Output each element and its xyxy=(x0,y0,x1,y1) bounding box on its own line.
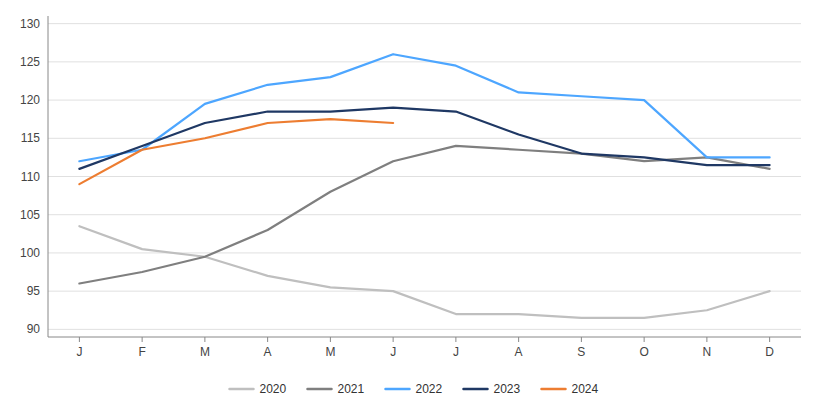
legend-label: 2021 xyxy=(338,382,365,396)
grid-line xyxy=(48,329,801,330)
legend-label: 2020 xyxy=(260,382,287,396)
series-line xyxy=(79,108,769,169)
x-tick-label: J xyxy=(390,345,396,359)
lines xyxy=(79,54,769,318)
legend-swatch xyxy=(386,388,410,391)
x-tick xyxy=(142,337,143,342)
x-tick xyxy=(393,337,394,342)
y-tick-label: 130 xyxy=(20,17,40,31)
grid-line xyxy=(48,214,801,215)
x-tick xyxy=(204,337,205,342)
x-tick xyxy=(267,337,268,342)
series-line xyxy=(79,119,393,184)
x-tick-label: S xyxy=(577,345,585,359)
legend-swatch xyxy=(230,388,254,391)
y-tick-label: 105 xyxy=(20,208,40,222)
legend-label: 2022 xyxy=(416,382,443,396)
y-tick-label: 95 xyxy=(27,284,41,298)
y-tick-label: 100 xyxy=(20,246,40,260)
chart: 90 95 100 105 110 115 120 125 130 J F M A M J J A S O N D 202… xyxy=(0,0,819,411)
grid-line xyxy=(48,61,801,62)
legend-label: 2023 xyxy=(494,382,521,396)
x-tick-label: M xyxy=(200,345,210,359)
x-tick xyxy=(330,337,331,342)
legend: 2020 2021 2022 2023 2024 xyxy=(230,382,599,396)
legend-swatch xyxy=(542,388,566,391)
series-line xyxy=(79,54,769,161)
y-tick-label: 120 xyxy=(20,93,40,107)
y-tick-label: 115 xyxy=(21,131,40,145)
x-tick xyxy=(79,337,80,342)
series-line xyxy=(79,226,769,318)
y-tick-label: 90 xyxy=(27,322,41,336)
legend-label: 2024 xyxy=(572,382,599,396)
x-tick-label: N xyxy=(703,345,712,359)
y-tick-label: 125 xyxy=(20,55,40,69)
grid-line xyxy=(48,100,801,101)
x-tick xyxy=(706,337,707,342)
series-line xyxy=(79,146,769,284)
x-tick-label: J xyxy=(453,345,459,359)
y-tick-label: 110 xyxy=(21,170,40,184)
grid-line xyxy=(48,252,801,253)
x-tick-label: A xyxy=(515,345,523,359)
grid-line xyxy=(48,23,801,24)
x-tick-label: J xyxy=(76,345,82,359)
x-tick-label: A xyxy=(264,345,272,359)
x-tick xyxy=(455,337,456,342)
x-tick xyxy=(518,337,519,342)
grid-line xyxy=(48,291,801,292)
grid xyxy=(48,24,801,330)
x-tick xyxy=(769,337,770,342)
x-axis-line xyxy=(48,337,801,338)
x-tick xyxy=(644,337,645,342)
legend-swatch xyxy=(308,388,332,391)
x-tick xyxy=(581,337,582,342)
y-axis-line xyxy=(48,16,49,337)
x-tick-label: D xyxy=(765,345,774,359)
x-tick-label: F xyxy=(138,345,145,359)
x-tick-label: M xyxy=(325,345,335,359)
x-tick-label: O xyxy=(639,345,648,359)
grid-line xyxy=(48,176,801,177)
legend-swatch xyxy=(464,388,488,391)
